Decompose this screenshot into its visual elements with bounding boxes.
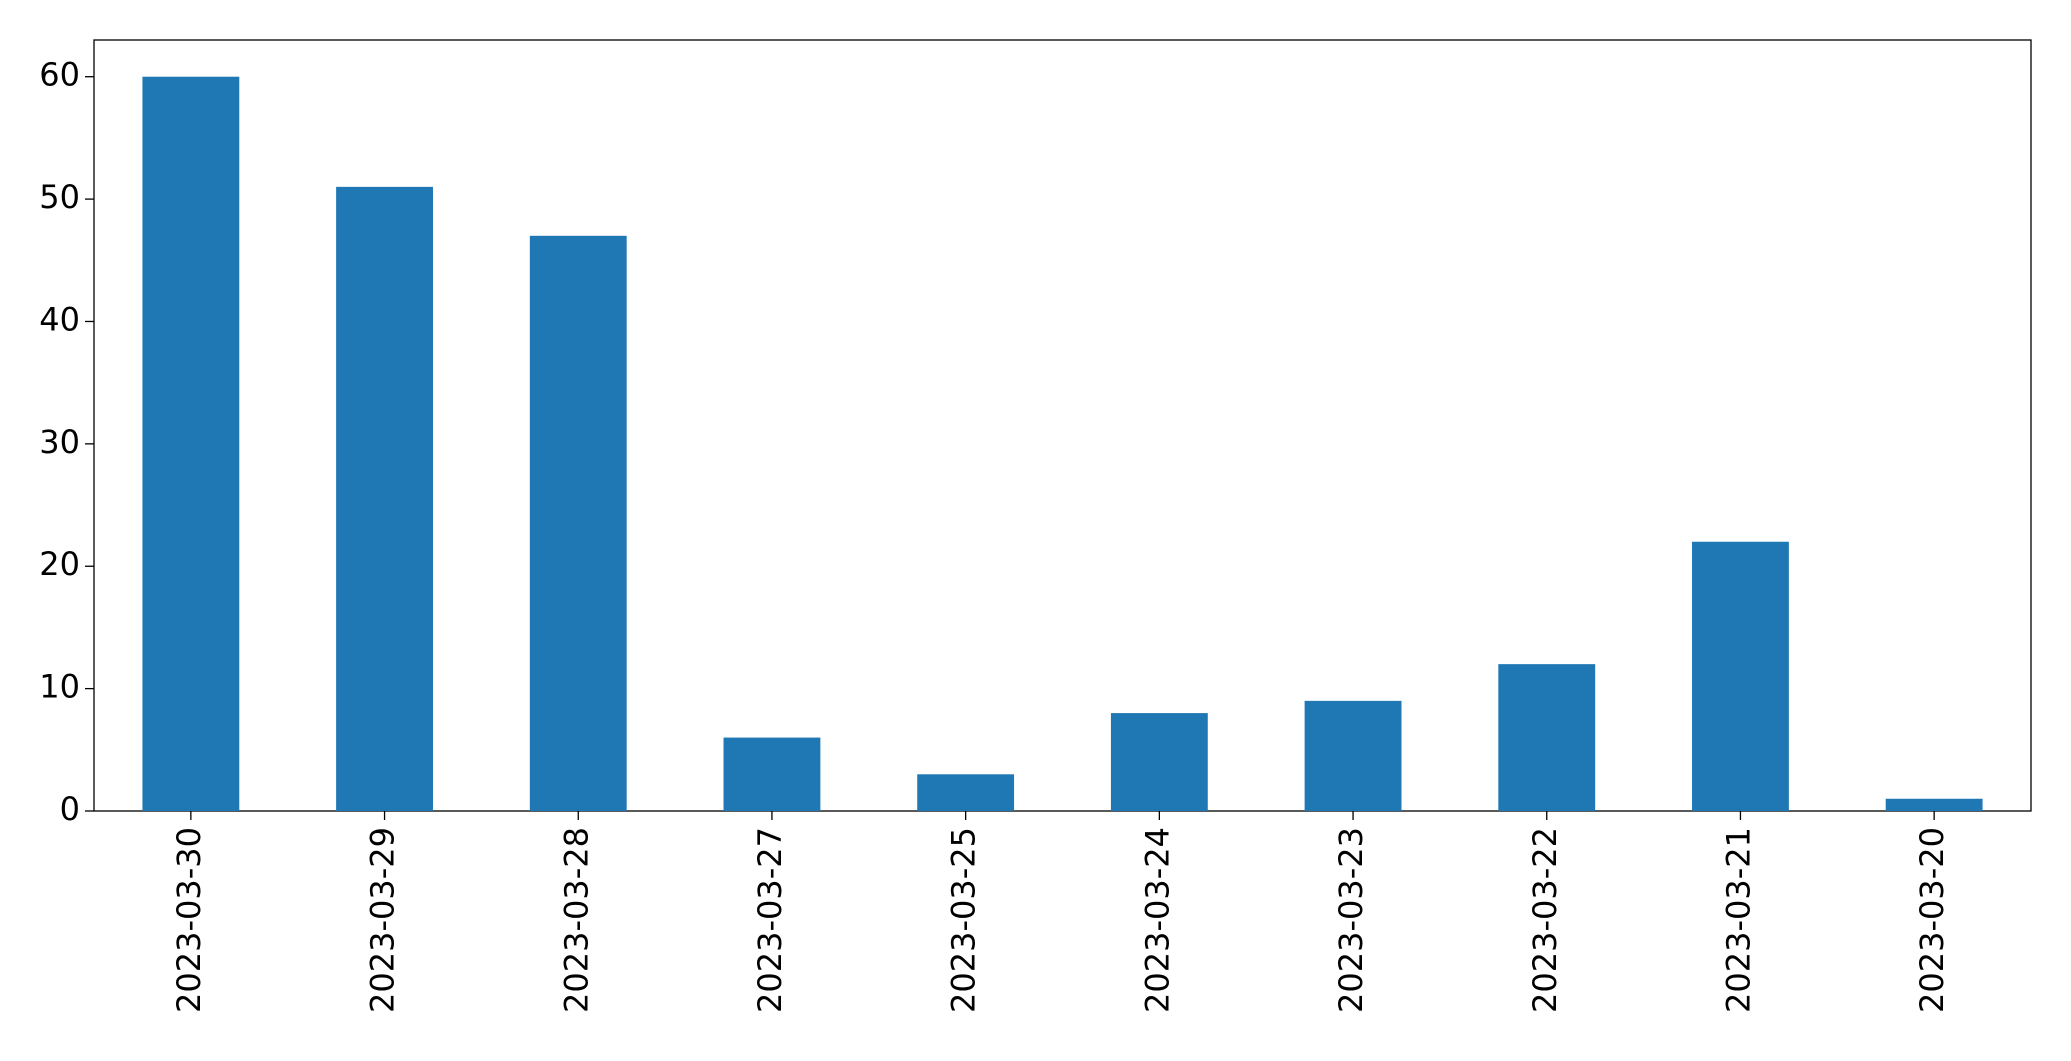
x-tick-label: 2023-03-20 [1913, 827, 1951, 1013]
bar [723, 737, 821, 811]
y-tick-label: 40 [39, 300, 80, 338]
x-tick-label: 2023-03-22 [1526, 827, 1564, 1013]
bar [142, 76, 240, 811]
y-tick-label: 0 [60, 790, 80, 828]
bar [1110, 713, 1208, 811]
y-tick-label: 60 [39, 56, 80, 94]
bar [1304, 700, 1402, 811]
plot-frame [93, 39, 2032, 812]
x-tick-label: 2023-03-27 [751, 827, 789, 1013]
y-tick-label: 10 [39, 668, 80, 706]
x-tick-label: 2023-03-30 [170, 827, 208, 1013]
bar [917, 774, 1015, 811]
bar [1692, 541, 1789, 811]
y-tick-label: 20 [39, 545, 80, 583]
bar [529, 235, 627, 812]
bar [1885, 798, 1983, 811]
x-tick-label: 2023-03-25 [945, 827, 983, 1013]
bar [336, 186, 433, 811]
x-tick-label: 2023-03-29 [364, 827, 402, 1013]
x-tick-label: 2023-03-21 [1719, 827, 1757, 1013]
x-tick-label: 2023-03-23 [1332, 827, 1370, 1013]
x-tick-label: 2023-03-28 [557, 827, 595, 1013]
y-tick-label: 30 [39, 423, 80, 461]
bar [1498, 664, 1596, 811]
y-tick-label: 50 [39, 178, 80, 216]
x-tick-label: 2023-03-24 [1138, 827, 1176, 1013]
